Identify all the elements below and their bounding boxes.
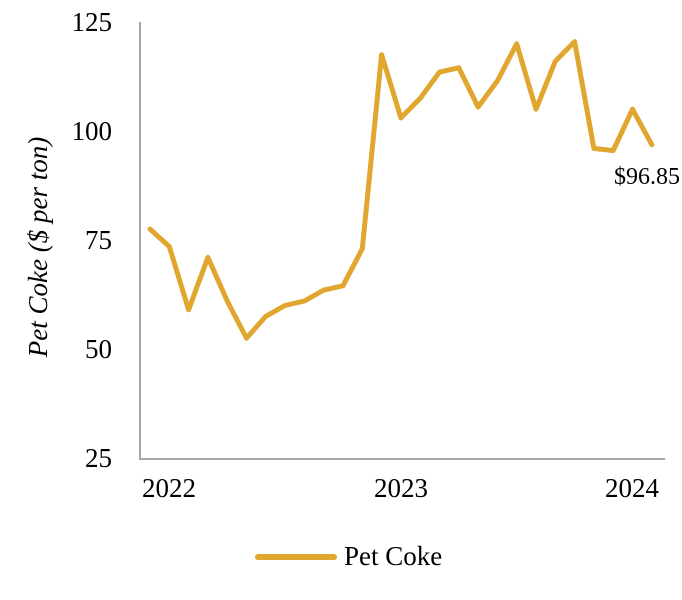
y-tick-50: 50 <box>85 334 112 364</box>
y-tick-75: 75 <box>85 225 112 255</box>
y-axis-title: Pet Coke ($ per ton) <box>23 136 53 358</box>
x-tick-2022: 2022 <box>142 473 196 503</box>
y-tick-100: 100 <box>71 116 113 146</box>
pet-coke-line[interactable] <box>147 39 655 341</box>
last-value-label: $96.85 <box>614 164 680 190</box>
legend-label: Pet Coke <box>344 541 443 571</box>
legend-line-swatch <box>255 554 337 560</box>
legend-item-pet-coke[interactable]: Pet Coke <box>255 538 442 574</box>
y-tick-125: 125 <box>71 7 113 37</box>
x-tick-2024: 2024 <box>605 473 659 503</box>
x-tick-2023: 2023 <box>374 473 428 503</box>
y-tick-25: 25 <box>85 443 112 473</box>
